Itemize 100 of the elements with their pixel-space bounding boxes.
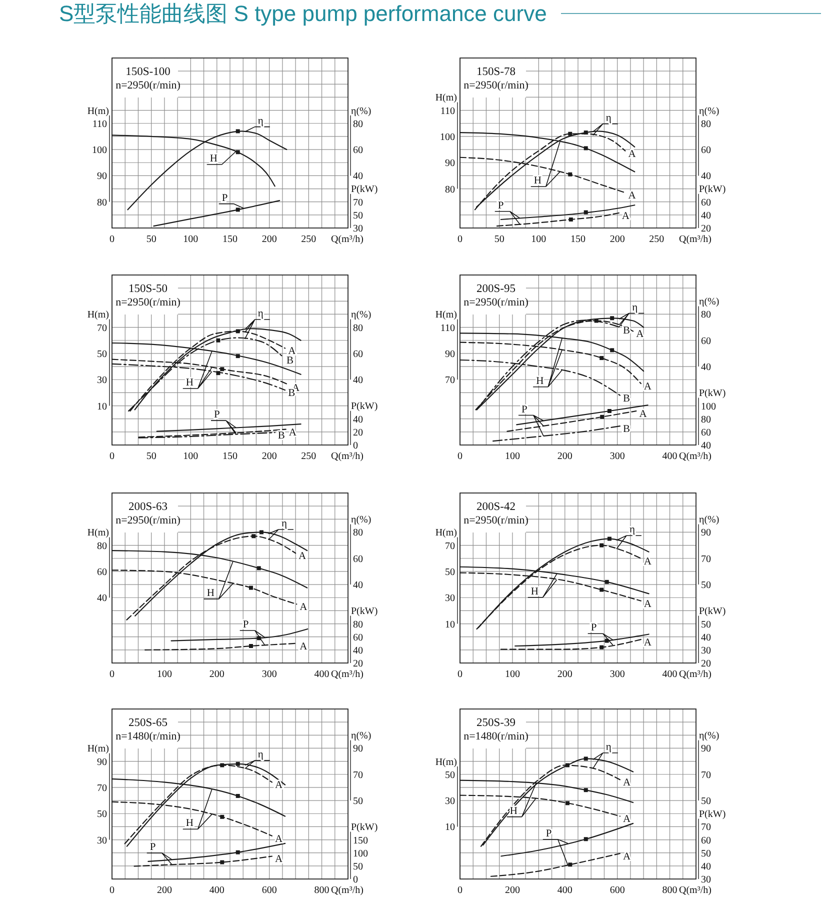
y2-tick-label: 90 (701, 528, 711, 539)
series-label: A (639, 409, 648, 420)
series-label: P (222, 192, 228, 204)
y3-tick-label: 40 (353, 645, 363, 656)
series-label: A (644, 637, 652, 648)
x-tick-label: 0 (458, 885, 462, 896)
x-axis-title: Q(m³/h) (331, 451, 364, 462)
x-tick-label: 250 (301, 234, 316, 245)
y3-tick-label: 50 (701, 619, 711, 630)
y3-axis-title: P(kW) (699, 606, 726, 618)
series-label: A (636, 329, 644, 340)
x-axis-title: Q(m³/h) (679, 669, 712, 680)
y3-tick-label: 0 (353, 874, 358, 886)
y-tick-label: 50 (97, 809, 107, 820)
y2-tick-label: 70 (701, 554, 711, 565)
y3-tick-label: 100 (701, 401, 716, 412)
x-tick-label: 400 (314, 669, 330, 680)
x-tick-label: 600 (610, 885, 625, 896)
y3-tick-label: 70 (353, 197, 363, 208)
y-tick-label: 90 (97, 756, 107, 768)
y2-axis-title: η(%) (699, 514, 720, 526)
y3-tick-label: 80 (353, 619, 363, 630)
legend-label: H (186, 818, 194, 830)
series-label: P (521, 404, 528, 416)
x-tick-label: 100 (183, 451, 198, 462)
y-axis-title: H(m) (435, 92, 457, 104)
y2-axis-title: η(%) (351, 730, 372, 742)
text: 150S-50 (128, 283, 168, 295)
y2-tick-label: 80 (701, 310, 711, 321)
legend-label: H (536, 376, 544, 387)
y-tick-label: 50 (445, 566, 455, 578)
y-tick-label: 60 (97, 566, 107, 578)
series-label: A (300, 602, 308, 614)
series-label: A (622, 778, 631, 789)
series-label: η (281, 518, 287, 530)
y-tick-label: 90 (445, 348, 455, 360)
x-tick-label: 200 (209, 669, 224, 680)
y3-tick-label: 20 (701, 658, 711, 670)
y2-axis-title: η(%) (351, 514, 372, 526)
y2-tick-label: 80 (353, 528, 363, 539)
x-tick-label: 0 (110, 669, 114, 680)
legend-label: H (510, 806, 518, 817)
x-tick-label: 200 (262, 451, 277, 462)
x-tick-label: 50 (146, 451, 156, 462)
series-label: P (214, 410, 220, 421)
series-label: A (628, 190, 636, 202)
y3-tick-label: 20 (353, 427, 363, 438)
y2-tick-label: 90 (353, 744, 363, 755)
text: 200S-63 (128, 501, 168, 513)
y3-axis-title: P(kW) (699, 184, 726, 196)
text: n=2950(r/min) (116, 80, 181, 92)
text: n=1480(r/min) (464, 730, 529, 742)
y-axis-title: H(m) (87, 106, 109, 117)
series-label: B (622, 393, 630, 404)
text: n=2950(r/min) (116, 514, 181, 526)
text: 200S-95 (476, 283, 516, 295)
y2-axis-title: η(%) (699, 106, 720, 117)
x-tick-label: 250 (649, 234, 664, 245)
y-tick-label: 80 (97, 540, 107, 552)
x-axis-title: Q(m³/h) (679, 451, 712, 462)
legend-label: H (530, 586, 539, 598)
series-label: η (258, 116, 264, 127)
series-label: η (606, 742, 612, 753)
x-tick-label: 50 (494, 234, 504, 245)
series-label: A (628, 148, 636, 160)
y3-tick-label: 40 (701, 440, 711, 452)
y3-tick-label: 30 (353, 224, 363, 234)
series-label: η (632, 302, 638, 314)
series-label: B (622, 424, 630, 436)
y-tick-label: 30 (97, 375, 107, 386)
y2-axis-title: η(%) (351, 310, 372, 321)
y2-tick-label: 60 (353, 145, 363, 156)
y3-tick-label: 40 (353, 414, 363, 426)
series-label: P (242, 619, 249, 630)
x-tick-label: 600 (262, 885, 277, 896)
series-label: P (498, 200, 504, 212)
x-tick-label: 0 (110, 451, 114, 462)
y3-tick-label: 40 (701, 861, 711, 872)
y3-axis-title: P(kW) (699, 388, 726, 400)
y3-tick-label: 80 (701, 414, 711, 426)
y3-tick-label: 50 (701, 848, 711, 860)
x-tick-label: 300 (610, 669, 625, 680)
x-axis-title: Q(m³/h) (679, 234, 712, 245)
y-tick-label: 100 (92, 145, 107, 156)
y-axis-title: H(m) (435, 528, 457, 539)
y2-tick-label: 90 (701, 744, 711, 755)
y3-tick-label: 60 (353, 632, 363, 644)
x-tick-label: 100 (156, 669, 172, 680)
y2-tick-label: 80 (701, 118, 711, 130)
y3-tick-label: 60 (701, 835, 711, 846)
y3-tick-label: 30 (701, 645, 711, 656)
y2-axis-title: η(%) (351, 106, 372, 117)
y3-axis-title: P(kW) (351, 401, 378, 412)
series-label: B (286, 355, 294, 366)
y2-tick-label: 80 (353, 322, 363, 334)
series-label: A (622, 210, 630, 222)
text: n=2950(r/min) (464, 80, 529, 92)
y3-axis-title: P(kW) (351, 184, 378, 196)
text: 150S-100 (126, 66, 171, 78)
y3-axis-title: P(kW) (351, 606, 378, 618)
